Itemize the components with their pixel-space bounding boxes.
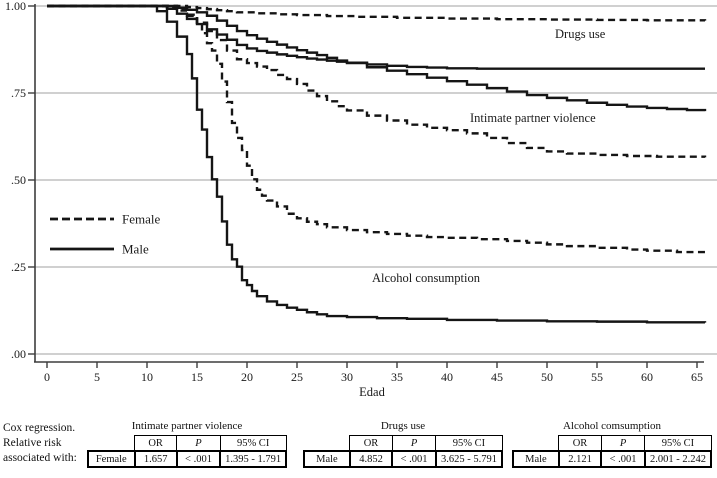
col-header-p: P [391,435,437,452]
x-tick-label: 15 [191,370,203,384]
regression-table-alcohol-consumption: Alcohol comsumption OR P 95% CI Male 2.1… [512,419,713,468]
regression-table: OR P 95% CI Female 1.657 < .001 1.395 - … [87,435,287,468]
x-tick-label: 65 [691,370,703,384]
regression-table: OR P 95% CI Male 2.121 < .001 2.001 - 2.… [512,435,713,468]
x-tick-label: 55 [591,370,603,384]
x-tick-label: 35 [391,370,403,384]
col-header-ci: 95% CI [435,435,503,452]
y-tick-label: .25 [11,260,26,274]
caption-line: Relative risk [3,437,62,449]
regression-table-title: Drugs use [380,420,426,432]
col-header-or: OR [558,435,602,452]
group-cell: Female [87,450,136,468]
regression-table-title: Alcohol comsumption [562,420,662,432]
table-row: Male 4.852 < .001 3.625 - 5.791 [303,450,504,468]
p-value-cell: < .001 [391,450,437,468]
blank-cell [513,436,559,452]
p-value-cell: < .001 [175,450,222,468]
blank-cell [304,436,350,452]
table-row: Female 1.657 < .001 1.395 - 1.791 [87,450,287,468]
curve-intimate-partner-violence-male [47,4,707,112]
ci-value-cell: 3.625 - 5.791 [434,450,504,468]
legend-label-female: Female [122,212,160,227]
group-cell: Male [512,450,560,468]
x-tick-label: 20 [241,370,253,384]
curve-label-intimate-partner-violence: Intimate partner violence [470,111,596,125]
cox-caption: Cox regression. Relative risk associated… [3,421,77,466]
curve-alcohol-consumption-female [47,4,707,254]
y-tick-label: .75 [11,86,26,100]
or-value-cell: 4.852 [348,450,394,468]
y-tick-label: .00 [11,347,26,361]
legend-label-male: Male [122,242,149,257]
regression-table-intimate-partner-violence: Intimate partner violence OR P 95% CI Fe… [87,419,287,468]
col-header-p: P [176,435,221,452]
or-value-cell: 1.657 [133,450,178,468]
caption-line: associated with: [3,452,77,464]
regression-table: OR P 95% CI Male 4.852 < .001 3.625 - 5.… [303,435,504,468]
blank-cell [88,436,135,452]
x-tick-label: 50 [541,370,553,384]
x-tick-label: 25 [291,370,303,384]
curve-drugs-use-male [47,4,705,70]
regression-table-title: Intimate partner violence [131,420,243,432]
x-axis-label: Edad [359,385,385,399]
survival-chart: 1.00 .75 .50 .25 .00 0 5 10 15 20 25 30 35 40 45 50 55 60… [5,0,717,399]
x-tick-label: 30 [341,370,353,384]
caption-line: Cox regression. [3,422,76,434]
or-value-cell: 2.121 [557,450,603,468]
x-tick-label: 0 [44,370,50,384]
col-header-ci: 95% CI [644,435,712,452]
col-header-p: P [600,435,646,452]
x-tick-label: 40 [441,370,453,384]
x-tick-label: 60 [641,370,653,384]
curve-intimate-partner-violence-female [47,4,707,158]
curve-drugs-use-female [47,4,707,22]
col-header-ci: 95% CI [219,435,287,452]
col-header-or: OR [349,435,393,452]
regression-table-drugs-use: Drugs use OR P 95% CI Male 4.852 < .001 … [303,419,504,468]
x-tick-label: 45 [491,370,503,384]
x-tick-label: 10 [141,370,153,384]
group-cell: Male [303,450,351,468]
ci-value-cell: 2.001 - 2.242 [643,450,713,468]
p-value-cell: < .001 [600,450,646,468]
y-tick-label: 1.00 [5,0,26,13]
curve-label-drugs-use: Drugs use [555,27,606,41]
col-header-or: OR [134,435,178,452]
curve-alcohol-consumption-male [47,4,707,324]
cox-regression-section: Cox regression. Relative risk associated… [0,400,717,478]
curve-label-alcohol-consumption: Alcohol consumption [372,271,481,285]
x-tick-label: 5 [94,370,100,384]
table-row: Male 2.121 < .001 2.001 - 2.242 [512,450,713,468]
y-tick-label: .50 [11,173,26,187]
ci-value-cell: 1.395 - 1.791 [219,450,287,468]
